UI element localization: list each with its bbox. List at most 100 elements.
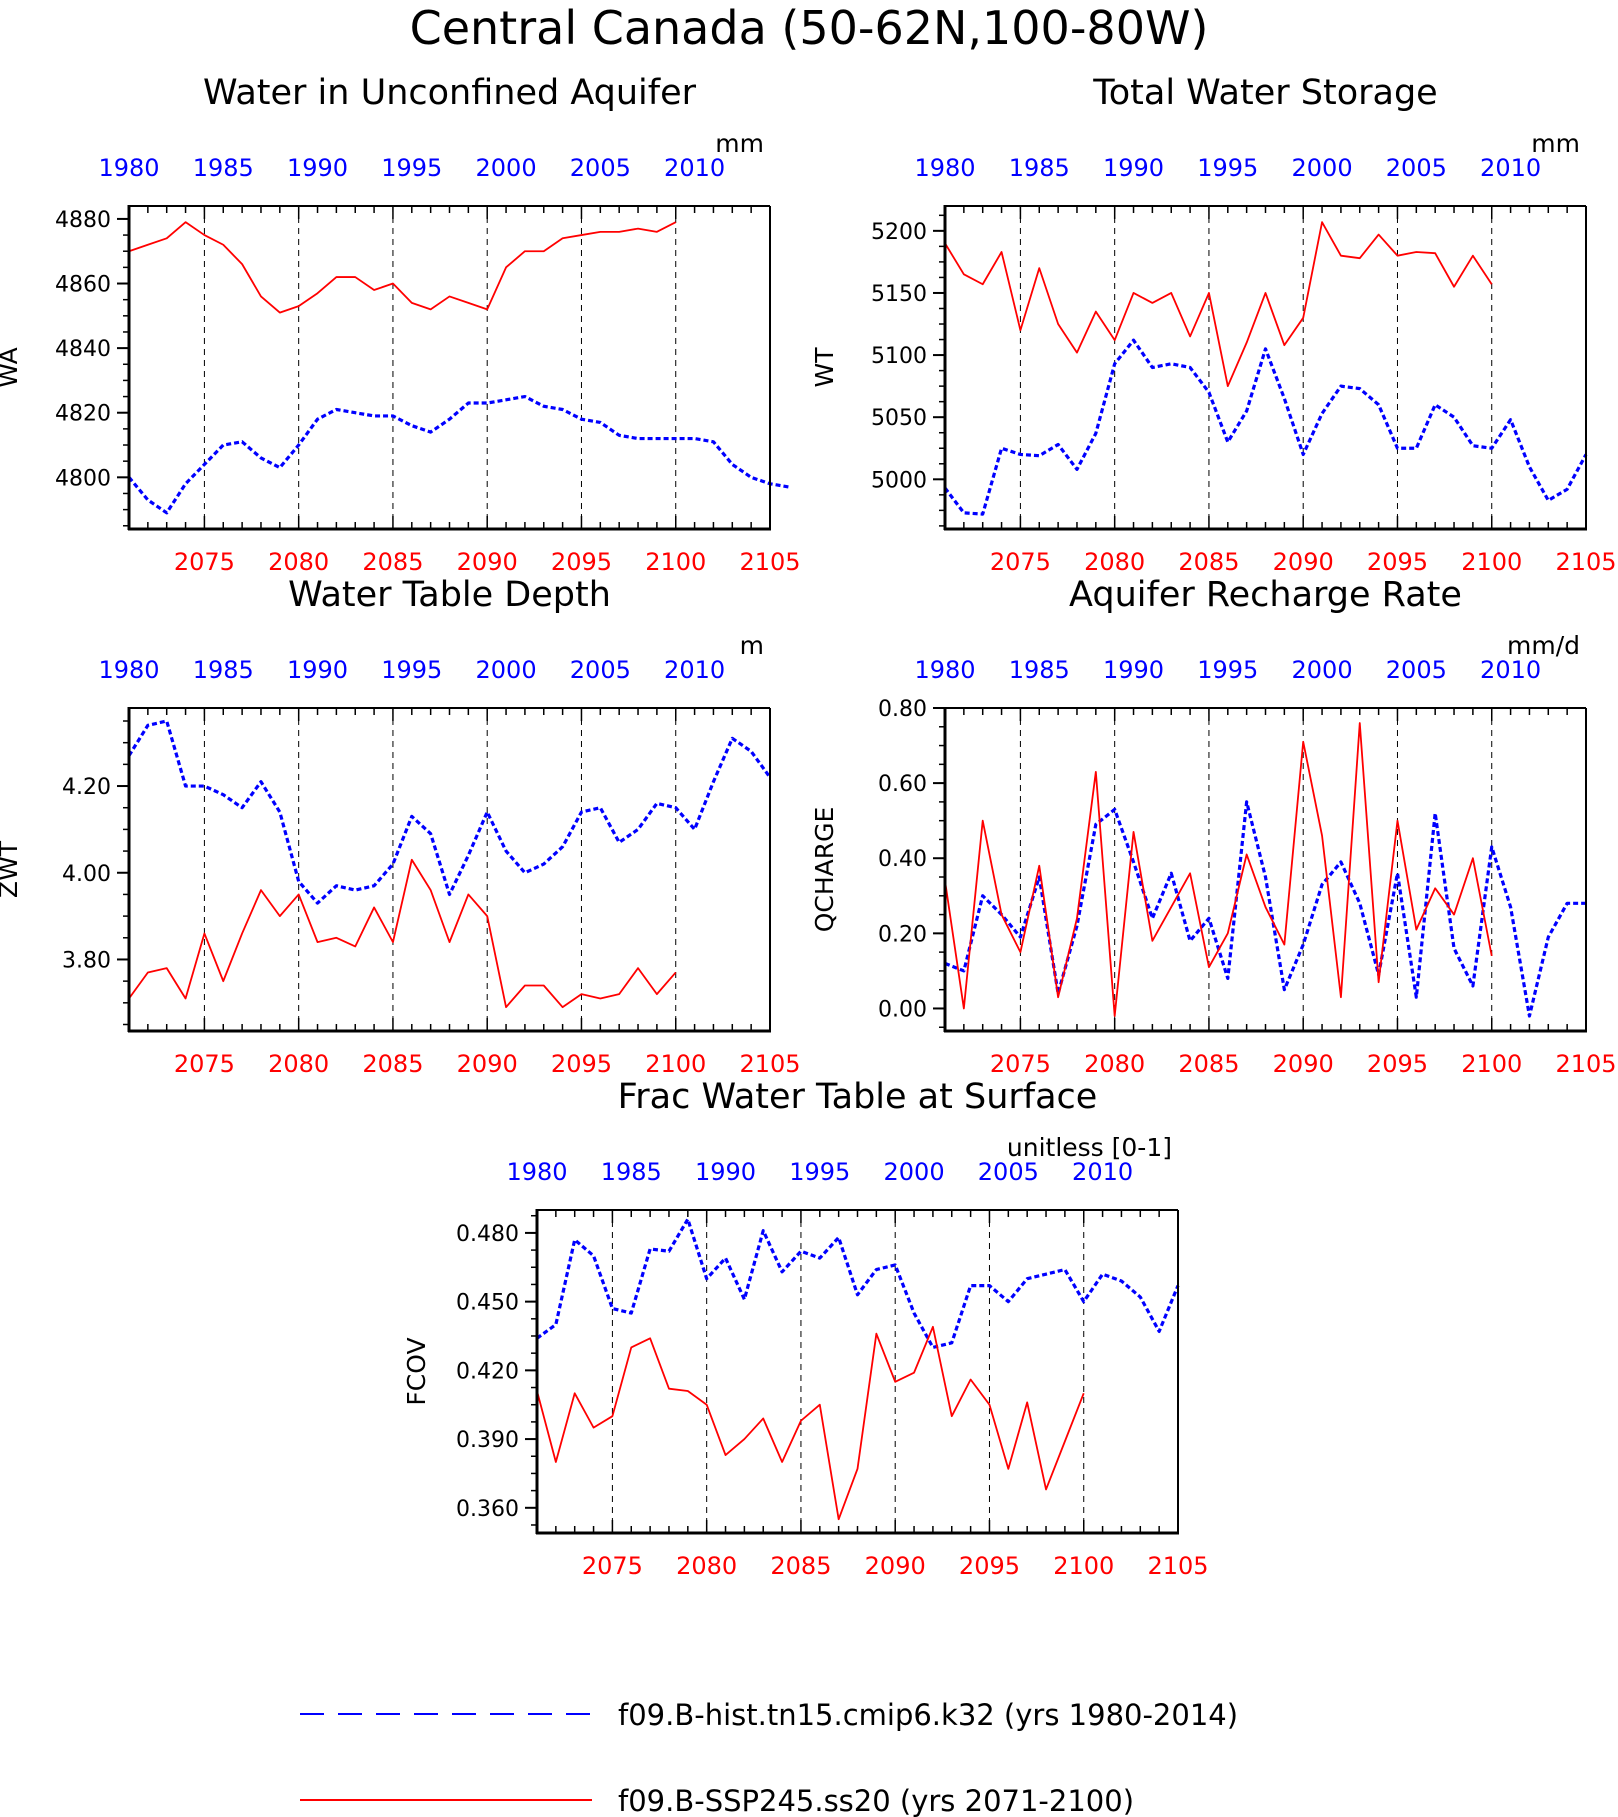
x-tick-label-bottom: 2095 (959, 1552, 1020, 1580)
y-tick-label: 4.00 (62, 862, 111, 887)
x-tick-label-bottom: 2100 (1461, 548, 1522, 576)
x-tick-label-bottom: 2075 (174, 548, 235, 576)
x-tick-label-bottom: 2075 (990, 548, 1051, 576)
panel-title: Aquifer Recharge Rate (1069, 575, 1462, 615)
panel-title: Frac Water Table at Surface (618, 1077, 1098, 1117)
x-tick-label-top: 2005 (570, 154, 631, 182)
y-tick-label: 0.60 (878, 772, 927, 797)
x-tick-label-top: 1980 (98, 154, 159, 182)
x-tick-label-bottom: 2085 (770, 1552, 831, 1580)
x-tick-label-top: 1980 (98, 656, 159, 684)
panel-units: mm/d (1507, 631, 1580, 660)
y-tick-label: 4820 (55, 402, 111, 427)
x-tick-label-top: 1995 (789, 1158, 850, 1186)
x-tick-label-top: 2005 (570, 656, 631, 684)
x-tick-label-bottom: 2095 (551, 1050, 612, 1078)
y-tick-label: 4.20 (62, 775, 111, 800)
series-line-hist (127, 719, 772, 905)
y-tick-label: 0.00 (878, 997, 927, 1022)
y-tick-label: 4800 (55, 466, 111, 491)
series-line-ssp (944, 221, 1493, 388)
y-tick-label: 4880 (55, 208, 111, 233)
panel-title: Total Water Storage (1092, 73, 1437, 113)
chart-panel-3: Water Table Depth m 2075 2080 2085 2090 2095 21… (0, 575, 801, 1078)
x-tick-label-top: 1980 (914, 154, 975, 182)
x-tick-label-bottom: 2090 (1273, 548, 1334, 576)
x-tick-label-bottom: 2085 (362, 548, 423, 576)
y-tick-label: 5200 (871, 220, 927, 245)
x-tick-label-bottom: 2105 (739, 1050, 800, 1078)
x-tick-label-bottom: 2100 (1461, 1050, 1522, 1078)
x-tick-label-top: 2000 (884, 1158, 945, 1186)
chart-panel-5: Frac Water Table at Surface unitless [0-1… (402, 1077, 1209, 1580)
legend-ssp-label: f09.B-SSP245.ss20 (yrs 2071-2100) (618, 1784, 1134, 1817)
y-tick-label: 3.80 (62, 948, 111, 973)
x-tick-label-top: 1990 (695, 1158, 756, 1186)
series-line-ssp (536, 1325, 1085, 1521)
x-tick-label-top: 1985 (1009, 656, 1070, 684)
y-tick-label: 0.360 (456, 1497, 519, 1522)
y-axis-label: QCHARGE (810, 807, 839, 933)
x-tick-label-bottom: 2090 (865, 1552, 926, 1580)
x-tick-label-bottom: 2080 (268, 1050, 329, 1078)
x-tick-label-bottom: 2085 (1178, 548, 1239, 576)
legend: f09.B-hist.tn15.cmip6.k32 (yrs 1980-2014… (300, 1698, 1238, 1817)
series-line-hist (536, 1217, 1180, 1350)
x-tick-label-top: 2010 (1480, 656, 1541, 684)
x-tick-label-top: 2005 (1386, 656, 1447, 684)
y-tick-label: 4860 (55, 273, 111, 298)
x-tick-label-bottom: 2105 (1555, 548, 1616, 576)
y-tick-label: 0.450 (456, 1291, 519, 1316)
series-line-ssp (128, 858, 677, 1009)
x-tick-label-top: 2000 (476, 656, 537, 684)
x-tick-label-bottom: 2075 (174, 1050, 235, 1078)
x-tick-label-bottom: 2100 (1053, 1552, 1114, 1580)
x-tick-label-bottom: 2075 (582, 1552, 643, 1580)
x-tick-label-top: 1985 (193, 656, 254, 684)
y-tick-label: 5000 (871, 468, 927, 493)
figure-title: Central Canada (50-62N,100-80W) (410, 1, 1209, 55)
panel-title: Water in Unconfined Aquifer (203, 73, 697, 113)
x-tick-label-top: 1980 (914, 656, 975, 684)
y-tick-label: 4840 (55, 337, 111, 362)
x-tick-label-top: 1990 (1103, 656, 1164, 684)
y-tick-label: 0.420 (456, 1359, 519, 1384)
x-tick-label-top: 2000 (476, 154, 537, 182)
x-tick-label-top: 1995 (1197, 154, 1258, 182)
x-tick-label-bottom: 2075 (990, 1050, 1051, 1078)
chart-panel-4: Aquifer Recharge Rate mm/d 2075 2080 2085 209… (810, 575, 1617, 1078)
x-tick-label-bottom: 2080 (268, 548, 329, 576)
y-tick-label: 0.20 (878, 922, 927, 947)
x-tick-label-bottom: 2095 (551, 548, 612, 576)
y-axis-label: FCOV (402, 1337, 431, 1405)
y-tick-label: 5050 (871, 406, 927, 431)
x-tick-label-top: 2010 (664, 154, 725, 182)
x-tick-label-top: 1980 (506, 1158, 567, 1186)
series-line-ssp (128, 221, 677, 314)
chart-panels: Water in Unconfined Aquifer mm 2075 2080 208… (0, 73, 1617, 1580)
x-tick-label-top: 1990 (1103, 154, 1164, 182)
x-tick-label-top: 2000 (1292, 154, 1353, 182)
x-tick-label-top: 1995 (381, 656, 442, 684)
x-tick-label-bottom: 2095 (1367, 1050, 1428, 1078)
x-tick-label-bottom: 2090 (1273, 1050, 1334, 1078)
y-axis-label: ZWT (0, 840, 23, 898)
chart-panel-2: Total Water Storage mm 2075 2080 2085 2090 209… (810, 73, 1617, 576)
x-tick-label-bottom: 2080 (1084, 548, 1145, 576)
y-axis-label: WT (810, 347, 839, 388)
x-tick-label-top: 2000 (1292, 656, 1353, 684)
x-tick-label-top: 1990 (287, 154, 348, 182)
x-tick-label-top: 1995 (1197, 656, 1258, 684)
x-tick-label-bottom: 2090 (457, 548, 518, 576)
x-tick-label-top: 1995 (381, 154, 442, 182)
x-tick-label-bottom: 2100 (645, 548, 706, 576)
y-tick-label: 0.40 (878, 847, 927, 872)
panel-units: mm (1531, 129, 1580, 158)
x-tick-label-top: 2005 (1386, 154, 1447, 182)
x-tick-label-bottom: 2100 (645, 1050, 706, 1078)
y-tick-label: 5100 (871, 344, 927, 369)
y-tick-label: 5150 (871, 282, 927, 307)
x-tick-label-top: 1985 (1009, 154, 1070, 182)
x-tick-label-top: 1985 (193, 154, 254, 182)
